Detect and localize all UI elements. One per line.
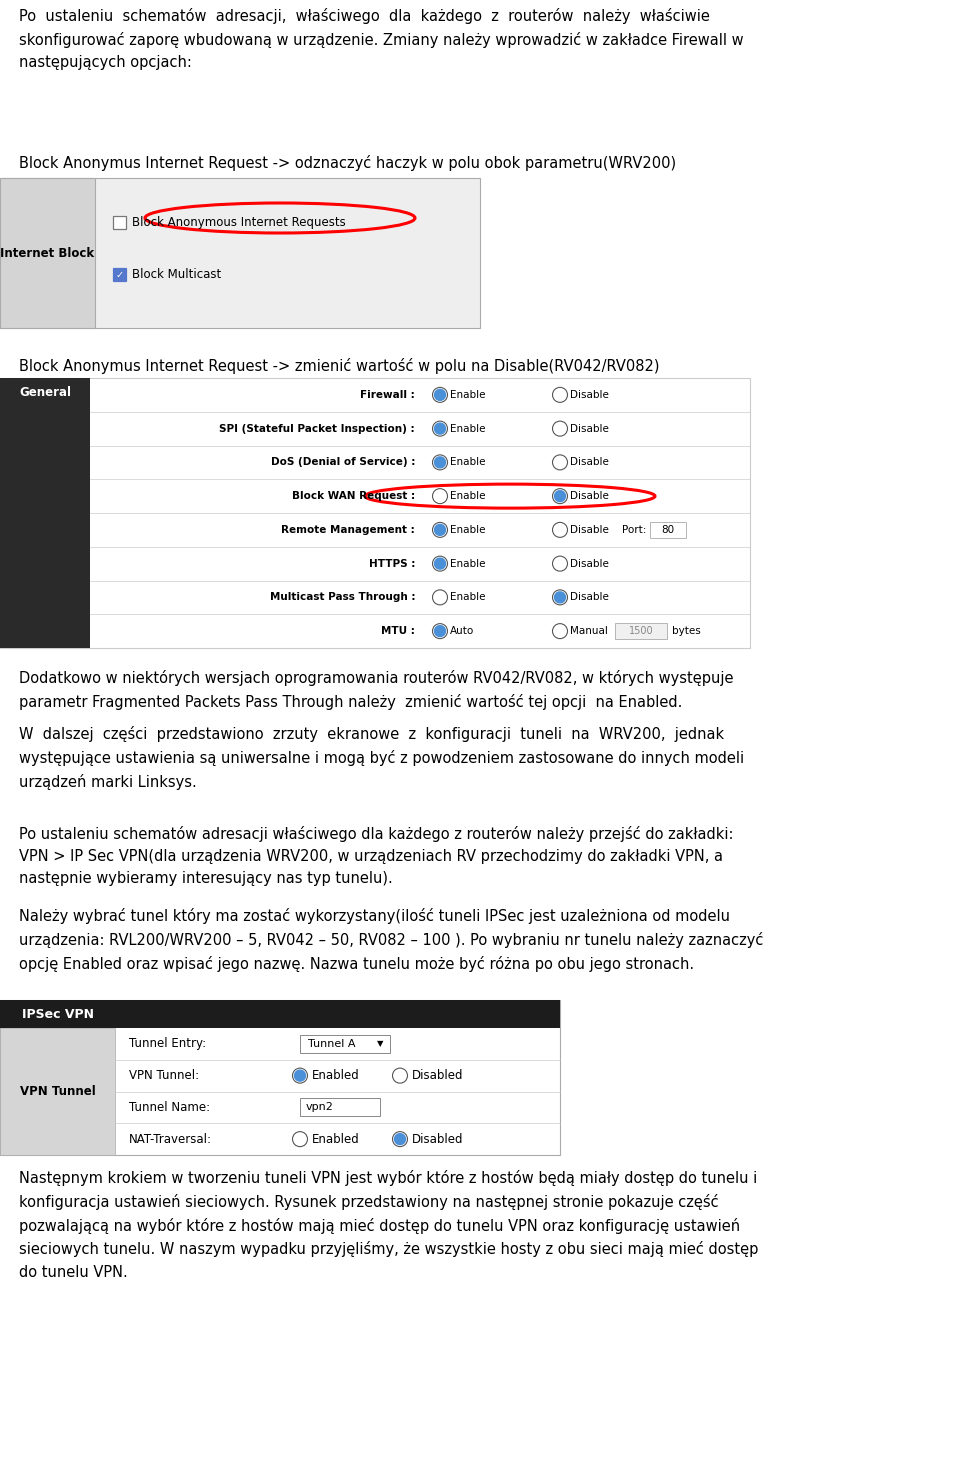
Circle shape — [557, 628, 563, 634]
Text: Remote Management :: Remote Management : — [281, 525, 415, 535]
Text: bytes: bytes — [672, 625, 701, 636]
Text: Enable: Enable — [450, 458, 486, 468]
Text: Należy wybrać tunel który ma zostać wykorzystany(ilość tuneli IPSec jest uzależn: Należy wybrać tunel który ma zostać wyko… — [19, 908, 763, 971]
Text: Internet Block: Internet Block — [0, 246, 95, 260]
Text: Tunnel Name:: Tunnel Name: — [129, 1101, 210, 1114]
Text: Tunnel Entry:: Tunnel Entry: — [129, 1038, 206, 1050]
Text: Enabled: Enabled — [312, 1133, 360, 1146]
Text: Disable: Disable — [570, 458, 609, 468]
Circle shape — [435, 456, 445, 468]
FancyBboxPatch shape — [650, 522, 686, 538]
Text: 80: 80 — [661, 525, 675, 535]
FancyBboxPatch shape — [615, 623, 667, 639]
Text: Disabled: Disabled — [412, 1133, 464, 1146]
FancyBboxPatch shape — [0, 178, 95, 328]
Text: DoS (Denial of Service) :: DoS (Denial of Service) : — [271, 458, 415, 468]
Text: Enable: Enable — [450, 558, 486, 569]
FancyBboxPatch shape — [0, 378, 750, 647]
Circle shape — [557, 561, 563, 567]
Text: VPN Tunnel: VPN Tunnel — [19, 1085, 95, 1098]
Text: Multicast Pass Through :: Multicast Pass Through : — [270, 592, 415, 602]
Text: Firewall :: Firewall : — [360, 389, 415, 399]
Text: Auto: Auto — [450, 625, 474, 636]
Text: Disable: Disable — [570, 389, 609, 399]
Text: Disabled: Disabled — [412, 1069, 464, 1082]
Circle shape — [397, 1073, 403, 1079]
Text: Block Anonymus Internet Request -> odznaczyć haczyk w polu obok parametru(WRV200: Block Anonymus Internet Request -> odzna… — [19, 155, 676, 171]
Text: 1500: 1500 — [629, 625, 654, 636]
Text: ▼: ▼ — [376, 1040, 383, 1048]
Circle shape — [395, 1134, 405, 1145]
Text: Po  ustaleniu  schematów  adresacji,  właściwego  dla  każdego  z  routerów  nal: Po ustaleniu schematów adresacji, właści… — [19, 7, 744, 70]
Text: Enable: Enable — [450, 491, 486, 502]
Circle shape — [435, 389, 445, 401]
FancyBboxPatch shape — [113, 216, 126, 229]
Circle shape — [297, 1136, 303, 1142]
Text: HTTPS :: HTTPS : — [369, 558, 415, 569]
Text: Block WAN Request :: Block WAN Request : — [292, 491, 415, 502]
FancyBboxPatch shape — [0, 1000, 560, 1028]
Text: Tunnel A: Tunnel A — [308, 1040, 355, 1048]
Text: IPSec VPN: IPSec VPN — [21, 1007, 93, 1021]
Text: Następnym krokiem w tworzeniu tuneli VPN jest wybór które z hostów będą miały do: Następnym krokiem w tworzeniu tuneli VPN… — [19, 1169, 758, 1280]
Text: Block Anonymous Internet Requests: Block Anonymous Internet Requests — [132, 216, 346, 229]
FancyBboxPatch shape — [0, 1028, 115, 1155]
Text: W  dalszej  części  przedstawiono  zrzuty  ekranowe  z  konfiguracji  tuneli  na: W dalszej części przedstawiono zrzuty ek… — [19, 726, 744, 790]
Text: Disable: Disable — [570, 424, 609, 433]
Circle shape — [437, 493, 443, 499]
Text: Enable: Enable — [450, 592, 486, 602]
Text: ✓: ✓ — [115, 270, 124, 280]
Circle shape — [435, 423, 445, 434]
FancyBboxPatch shape — [113, 268, 126, 281]
FancyBboxPatch shape — [0, 378, 90, 647]
Text: Disable: Disable — [570, 491, 609, 502]
Text: Port:: Port: — [622, 525, 646, 535]
Circle shape — [435, 558, 445, 569]
FancyBboxPatch shape — [0, 178, 480, 328]
Text: SPI (Stateful Packet Inspection) :: SPI (Stateful Packet Inspection) : — [220, 424, 415, 433]
Text: vpn2: vpn2 — [306, 1102, 334, 1112]
Circle shape — [557, 426, 563, 432]
Circle shape — [557, 526, 563, 532]
Circle shape — [435, 525, 445, 535]
Circle shape — [437, 595, 443, 601]
Text: Po ustaleniu schematów adresacji właściwego dla każdego z routerów należy przejś: Po ustaleniu schematów adresacji właściw… — [19, 827, 733, 886]
Text: MTU :: MTU : — [381, 625, 415, 636]
Text: VPN Tunnel:: VPN Tunnel: — [129, 1069, 199, 1082]
Text: Disable: Disable — [570, 525, 609, 535]
Text: Block Multicast: Block Multicast — [132, 268, 221, 281]
FancyBboxPatch shape — [0, 1000, 560, 1155]
FancyBboxPatch shape — [300, 1098, 380, 1117]
Text: NAT-Traversal:: NAT-Traversal: — [129, 1133, 212, 1146]
Circle shape — [435, 625, 445, 637]
Text: Disable: Disable — [570, 558, 609, 569]
Circle shape — [295, 1070, 305, 1082]
Text: Enabled: Enabled — [312, 1069, 360, 1082]
Text: Enable: Enable — [450, 525, 486, 535]
Circle shape — [555, 491, 565, 502]
Text: General: General — [19, 385, 71, 398]
Text: Dodatkowo w niektórych wersjach oprogramowania routerów RV042/RV082, w których w: Dodatkowo w niektórych wersjach oprogram… — [19, 671, 733, 710]
Text: Enable: Enable — [450, 389, 486, 399]
Text: Disable: Disable — [570, 592, 609, 602]
Circle shape — [557, 392, 563, 398]
Text: Manual: Manual — [570, 625, 608, 636]
Text: Enable: Enable — [450, 424, 486, 433]
Circle shape — [555, 592, 565, 602]
FancyBboxPatch shape — [300, 1035, 390, 1053]
Text: Block Anonymus Internet Request -> zmienić wartość w polu na Disable(RV042/RV082: Block Anonymus Internet Request -> zmien… — [19, 359, 660, 375]
Circle shape — [557, 459, 563, 465]
